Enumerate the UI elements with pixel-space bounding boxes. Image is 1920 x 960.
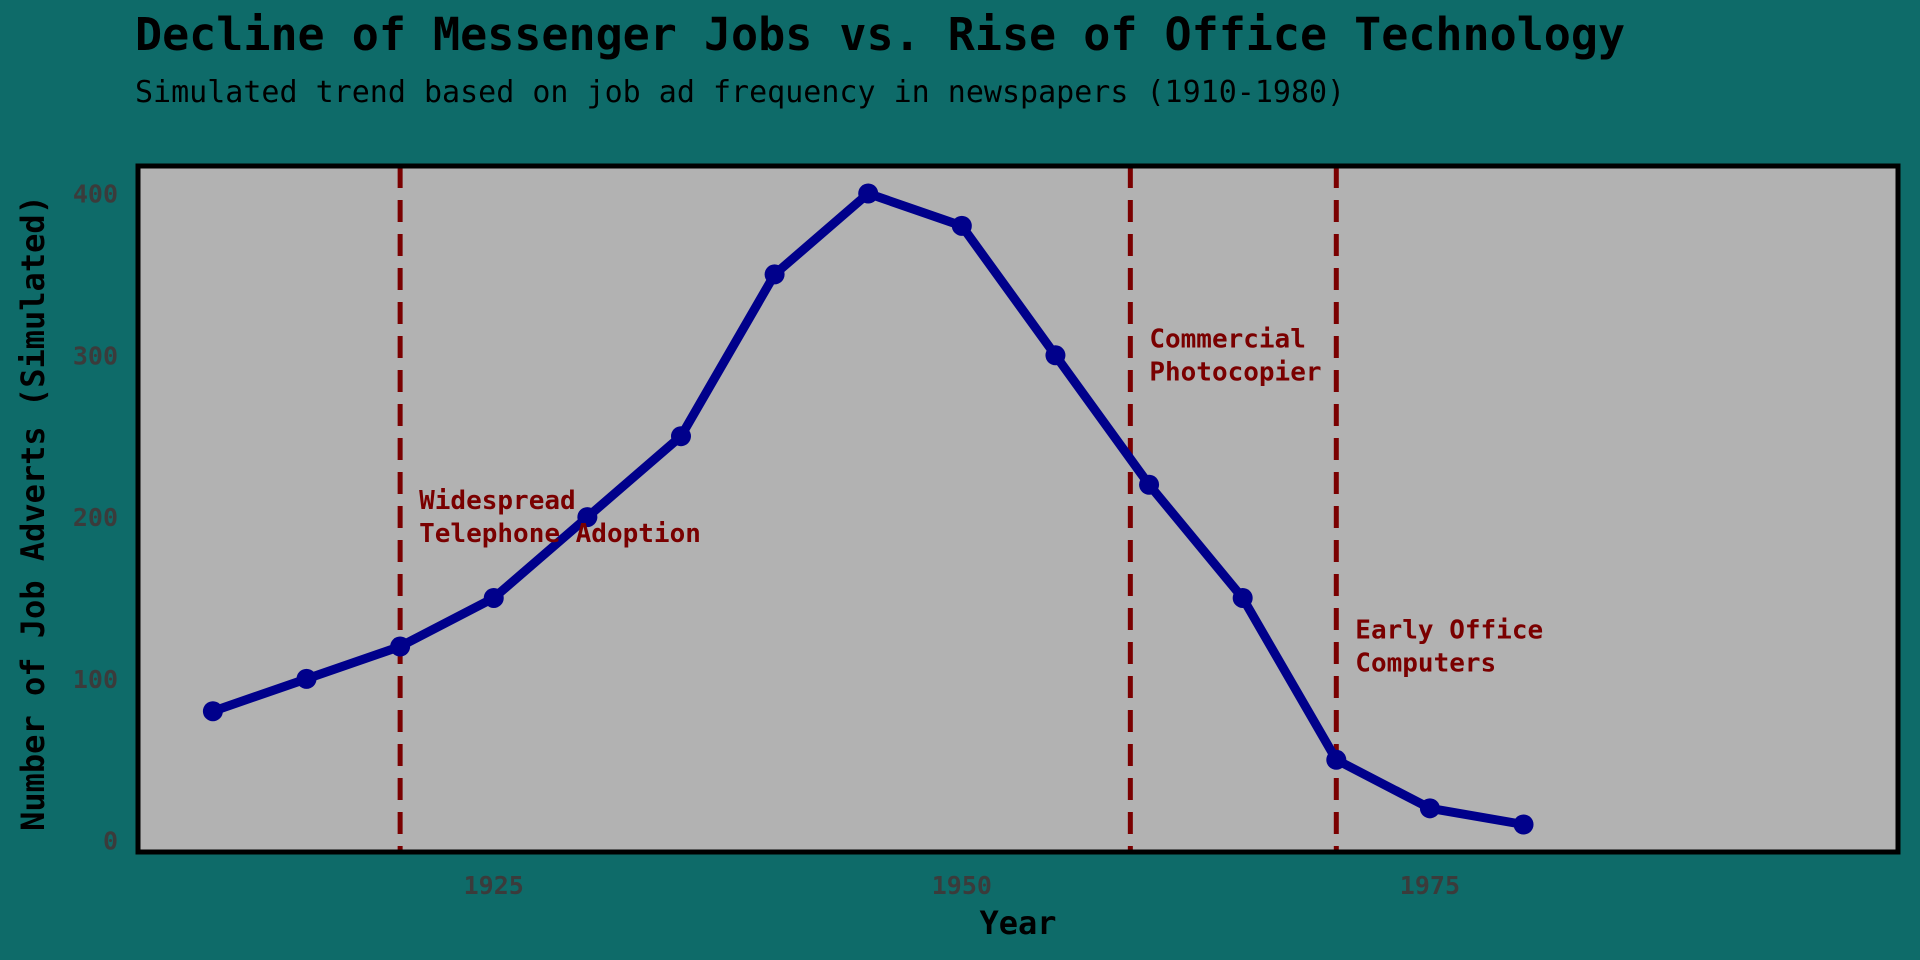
data-point — [1419, 798, 1440, 819]
data-point — [1139, 474, 1160, 495]
y-axis-ticks: 0 100 200 300 400 — [73, 180, 118, 856]
data-point — [483, 587, 504, 608]
x-tick-label: 1950 — [932, 871, 992, 900]
event-annotation-1: Commercial Photocopier — [1149, 324, 1321, 387]
data-point — [1045, 345, 1066, 366]
y-tick-label: 300 — [73, 341, 118, 370]
data-point — [296, 668, 317, 689]
chart-subtitle: Simulated trend based on job ad frequenc… — [135, 75, 1345, 110]
data-point — [1232, 587, 1253, 608]
x-axis-label: Year — [979, 904, 1056, 942]
event-annotation-2: Early Office Computers — [1355, 616, 1543, 679]
data-point — [858, 183, 879, 204]
event-annotation-0: Widespread Telephone Adoption — [419, 486, 701, 549]
data-point — [390, 636, 411, 657]
data-point — [764, 264, 785, 285]
y-tick-label: 0 — [103, 827, 118, 856]
data-point — [202, 701, 223, 722]
data-point — [1513, 814, 1534, 835]
data-point — [1326, 749, 1347, 770]
data-point — [577, 507, 598, 528]
data-point — [670, 426, 691, 447]
y-tick-label: 200 — [73, 503, 118, 532]
event-lines — [397, 166, 1339, 852]
x-tick-label: 1925 — [464, 871, 524, 900]
annotations: Widespread Telephone Adoption Commercial Ph… — [419, 324, 1543, 678]
plot-frame — [135, 163, 1901, 855]
data-point — [951, 215, 972, 236]
y-tick-label: 400 — [73, 180, 118, 209]
x-axis-ticks: 1925 1950 1975 — [464, 871, 1460, 900]
series-points — [202, 183, 1534, 835]
y-axis-label: Number of Job Adverts (Simulated) — [14, 195, 52, 831]
chart-title: Decline of Messenger Jobs vs. Rise of Of… — [135, 8, 1625, 61]
plot-area — [138, 166, 1898, 852]
x-tick-label: 1975 — [1400, 871, 1460, 900]
y-tick-label: 100 — [73, 665, 118, 694]
